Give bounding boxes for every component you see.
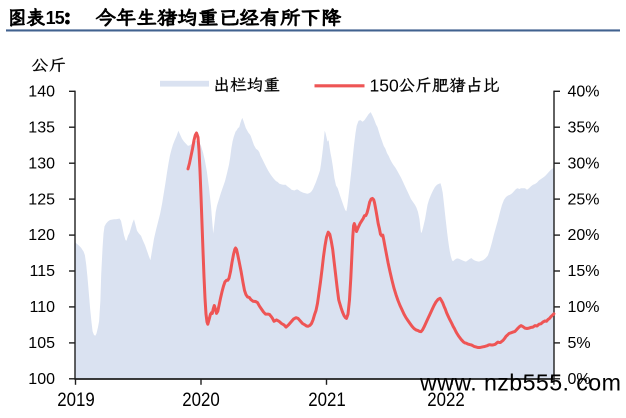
svg-text:40%: 40%	[568, 84, 600, 101]
svg-text:125: 125	[28, 191, 55, 208]
svg-text:135: 135	[28, 119, 55, 136]
svg-text:35%: 35%	[568, 119, 600, 136]
svg-text:110: 110	[29, 299, 55, 316]
svg-text:0%: 0%	[568, 371, 591, 388]
svg-text:105: 105	[28, 335, 55, 352]
svg-text:15: 15	[46, 8, 65, 28]
svg-text:2020: 2020	[182, 389, 220, 411]
svg-text:www. nzb555. com: www. nzb555. com	[419, 369, 621, 395]
svg-text:15%: 15%	[568, 263, 600, 280]
svg-text:150: 150	[370, 76, 399, 96]
svg-text:120: 120	[28, 227, 55, 244]
svg-text:115: 115	[29, 263, 55, 280]
svg-text:140: 140	[28, 84, 55, 101]
svg-text:30%: 30%	[568, 155, 600, 172]
svg-text:5%: 5%	[568, 335, 591, 352]
svg-text:25%: 25%	[568, 191, 600, 208]
svg-text:2021: 2021	[308, 389, 346, 411]
svg-text:100: 100	[28, 371, 55, 388]
svg-text:20%: 20%	[568, 227, 600, 244]
svg-text:10%: 10%	[568, 299, 600, 316]
svg-text:2022: 2022	[427, 389, 465, 411]
svg-text:2019: 2019	[57, 389, 95, 411]
svg-text:130: 130	[28, 155, 55, 172]
